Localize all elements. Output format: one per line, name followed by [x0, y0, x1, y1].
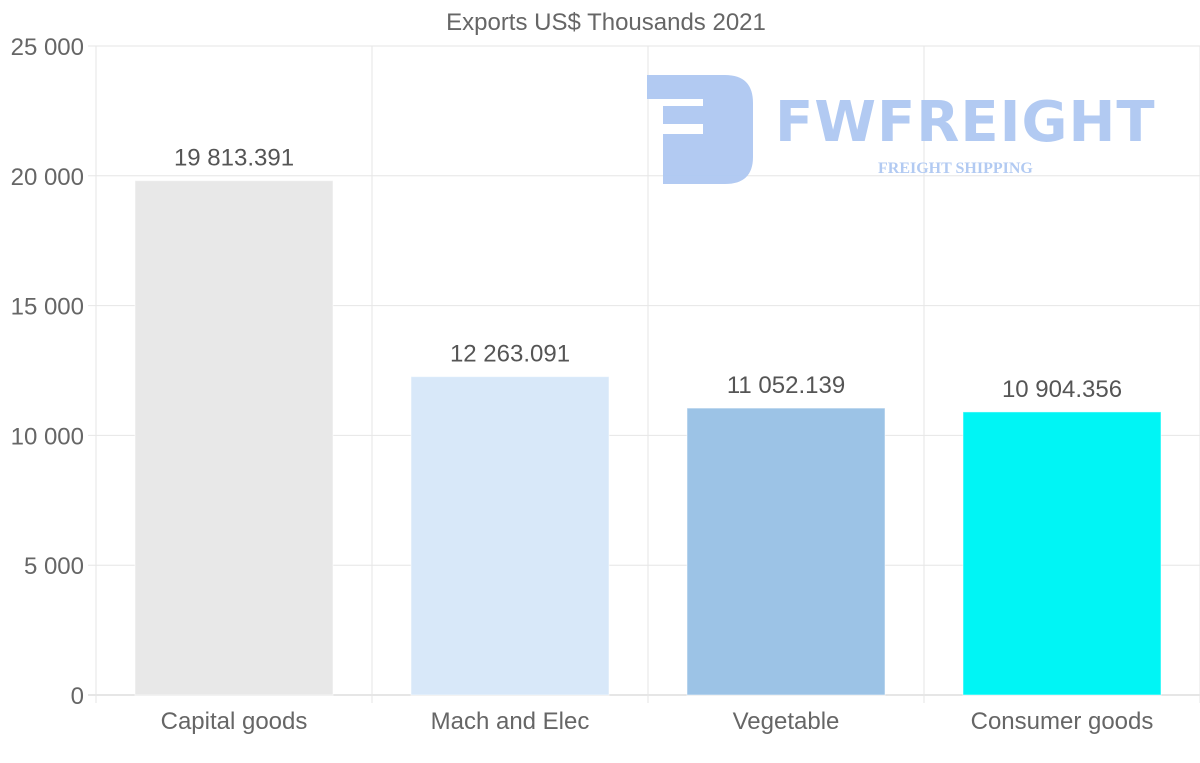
y-tick-label: 0	[71, 683, 84, 710]
logo-mark-icon	[647, 75, 753, 184]
data-label: 12 263.091	[450, 341, 570, 368]
chart-title: Exports US$ Thousands 2021	[446, 9, 766, 36]
y-tick-label: 5 000	[24, 553, 84, 580]
bar[interactable]	[962, 411, 1162, 696]
y-tick-label: 15 000	[11, 294, 84, 321]
y-tick-label: 20 000	[11, 164, 84, 191]
x-tick-label: Mach and Elec	[431, 708, 590, 735]
data-label: 10 904.356	[1002, 376, 1122, 403]
y-tick-label: 25 000	[11, 34, 84, 61]
data-label: 11 052.139	[727, 372, 845, 399]
x-tick-label: Capital goods	[161, 708, 308, 735]
bar[interactable]	[134, 180, 334, 696]
logo-tagline: FREIGHT SHIPPING	[878, 160, 1033, 177]
watermark-logo: FWFREIGHT FREIGHT SHIPPING	[645, 72, 1155, 187]
y-tick-label: 10 000	[11, 423, 84, 450]
x-tick-label: Vegetable	[733, 708, 840, 735]
bar[interactable]	[686, 407, 886, 696]
data-label: 19 813.391	[174, 145, 294, 172]
bar[interactable]	[410, 376, 610, 696]
logo-brand: FWFREIGHT	[775, 90, 1156, 155]
x-tick-label: Consumer goods	[971, 708, 1154, 735]
